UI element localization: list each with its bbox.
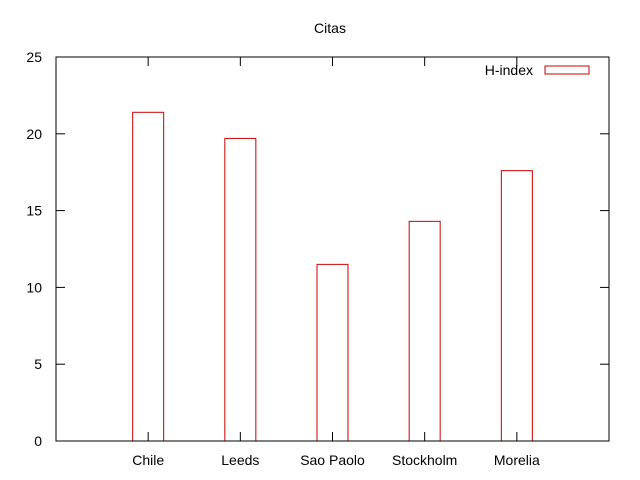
bar-chile [132, 111, 165, 442]
y-axis-ticks: 0 5 10 15 20 25 [26, 49, 609, 449]
bar-stockholm [408, 220, 441, 442]
y-tick-label-2: 10 [26, 279, 42, 295]
legend-swatch [544, 65, 590, 75]
bar-leeds [224, 137, 257, 442]
bars [132, 111, 533, 442]
x-tick-label-0: Chile [132, 452, 164, 468]
bar-sao-paolo [316, 263, 349, 442]
chart-title: Citas [314, 20, 346, 36]
x-tick-label-3: Stockholm [392, 452, 457, 468]
x-axis-labels: Chile Leeds Sao Paolo Stockholm Morelia [132, 57, 540, 468]
x-tick-label-1: Leeds [221, 452, 259, 468]
y-tick-label-0: 0 [34, 433, 42, 449]
y-tick-label-1: 5 [34, 356, 42, 372]
legend: H-index [485, 62, 590, 78]
x-tick-label-4: Morelia [494, 452, 540, 468]
y-tick-label-5: 25 [26, 49, 42, 65]
plot-frame [55, 56, 610, 442]
y-tick-label-4: 20 [26, 126, 42, 142]
bar-morelia [500, 170, 533, 442]
x-tick-label-2: Sao Paolo [300, 452, 365, 468]
y-tick-label-3: 15 [26, 203, 42, 219]
legend-label: H-index [485, 62, 533, 78]
